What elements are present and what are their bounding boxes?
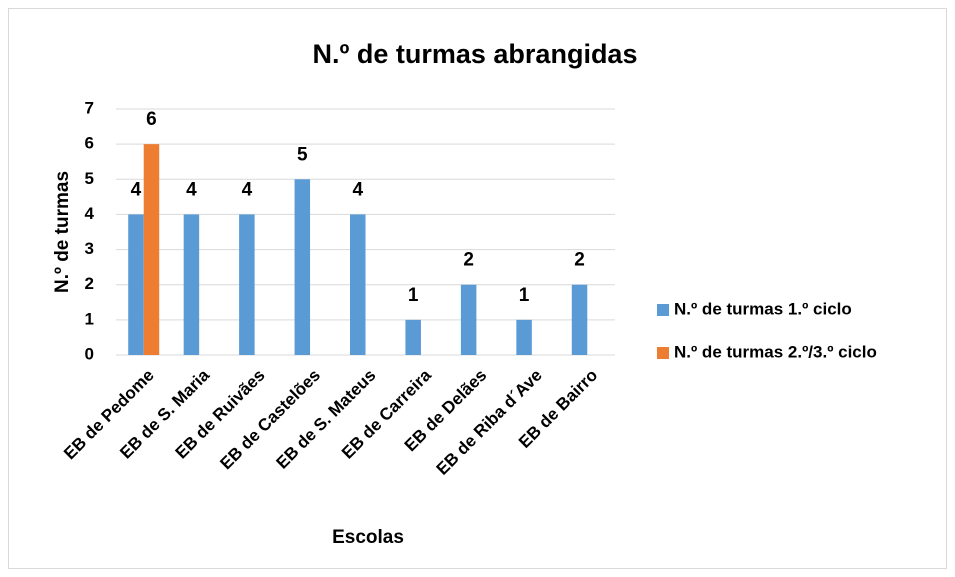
y-axis-title: N.º de turmas xyxy=(52,171,73,293)
bar xyxy=(128,214,144,355)
y-tick-label: 4 xyxy=(85,204,95,223)
x-axis-title: Escolas xyxy=(332,527,404,548)
legend-swatch xyxy=(657,304,669,316)
bar xyxy=(239,214,255,355)
y-tick-label: 2 xyxy=(85,274,94,293)
bar xyxy=(143,144,160,355)
data-label: 2 xyxy=(574,250,585,271)
data-label: 5 xyxy=(297,144,308,165)
bar xyxy=(460,284,477,355)
chart-title: N.º de turmas abrangidas xyxy=(313,39,638,69)
data-label: 6 xyxy=(146,109,157,130)
legend-swatch xyxy=(657,347,669,359)
legend-label: N.º de turmas 1.º ciclo xyxy=(674,299,852,318)
chart-border xyxy=(8,8,947,569)
y-tick-label: 5 xyxy=(85,169,94,188)
data-label: 4 xyxy=(186,179,197,200)
y-tick-label: 6 xyxy=(85,134,94,153)
data-label: 1 xyxy=(519,285,530,306)
bar xyxy=(183,214,200,355)
data-label: 4 xyxy=(131,179,142,200)
data-label: 4 xyxy=(242,179,253,200)
bar xyxy=(571,284,588,355)
legend-label: N.º de turmas 2.º/3.º ciclo xyxy=(674,342,877,361)
data-label: 2 xyxy=(463,250,474,271)
y-tick-label: 1 xyxy=(85,309,94,328)
data-label: 1 xyxy=(408,285,419,306)
y-tick-label: 0 xyxy=(85,344,94,363)
data-label: 4 xyxy=(352,179,363,200)
bar xyxy=(294,179,311,355)
bar xyxy=(405,319,421,355)
bar xyxy=(516,319,532,355)
bar xyxy=(350,214,366,355)
y-tick-label: 7 xyxy=(85,98,94,117)
y-tick-label: 3 xyxy=(85,239,94,258)
